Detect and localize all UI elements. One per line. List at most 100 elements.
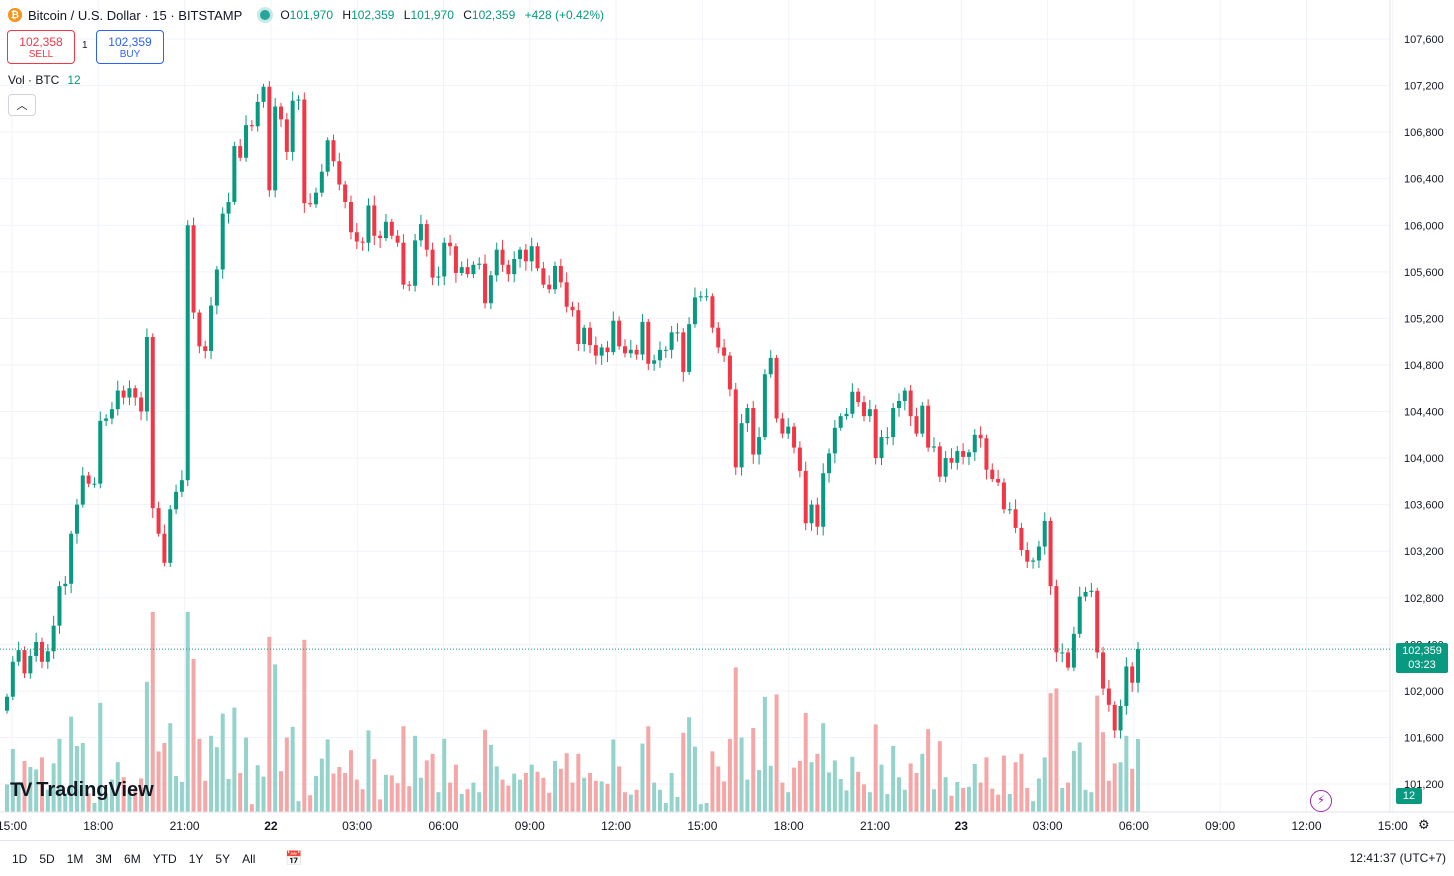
candle-body <box>191 225 196 313</box>
collapse-legend-button[interactable]: ︿ <box>8 94 36 116</box>
volume-bar <box>757 770 762 812</box>
symbol-legend[interactable]: ₿ Bitcoin / U.S. Dollar · 15 · BITSTAMP … <box>8 6 610 24</box>
candle-body <box>284 119 289 152</box>
volume-bar <box>413 735 418 812</box>
buy-button[interactable]: 102,359 BUY <box>96 30 164 64</box>
candle-body <box>459 267 464 273</box>
candle-body <box>547 284 552 290</box>
range-6m[interactable]: 6M <box>124 851 141 866</box>
candle-body <box>558 265 563 283</box>
candle-body <box>955 451 960 463</box>
candle-body <box>92 483 97 485</box>
range-1m[interactable]: 1M <box>66 851 84 866</box>
candle-body <box>407 284 412 286</box>
volume-bar <box>383 774 388 812</box>
volume-bar <box>862 784 867 812</box>
candle-body <box>792 426 797 448</box>
candle-body <box>1077 596 1082 634</box>
volume-bar <box>896 777 901 812</box>
candle-body <box>168 509 173 563</box>
volume-bar <box>284 737 289 812</box>
range-5y[interactable]: 5Y <box>215 851 231 866</box>
volume-bar <box>681 732 686 812</box>
candle-body <box>593 345 598 356</box>
y-tick-label: 104,000 <box>1404 453 1444 465</box>
volume-bar <box>1025 788 1030 812</box>
volume-bar <box>593 780 598 812</box>
candle-body <box>704 296 709 298</box>
y-tick-label: 104,800 <box>1404 360 1444 372</box>
volume-bar <box>378 799 383 812</box>
x-tick-label: 18:00 <box>774 819 804 833</box>
candle-body <box>640 321 645 355</box>
volume-bar <box>961 788 966 812</box>
candle-body <box>28 655 33 674</box>
range-3m[interactable]: 3M <box>95 851 113 866</box>
range-1y[interactable]: 1Y <box>188 851 204 866</box>
volume-bar <box>436 792 441 812</box>
candle-body <box>354 232 359 242</box>
range-1d[interactable]: 1D <box>12 851 28 866</box>
candle-body <box>786 426 791 434</box>
candle-body <box>896 401 901 409</box>
candle-body <box>681 332 686 372</box>
clock[interactable]: 12:41:37 (UTC+7) <box>1349 851 1446 865</box>
candle-body <box>564 282 569 307</box>
calendar-icon[interactable]: 📅 <box>285 850 303 866</box>
volume-bar <box>214 747 219 812</box>
volume-bar <box>891 746 896 812</box>
volume-bar <box>844 790 849 812</box>
candle-body <box>902 390 907 402</box>
volume-bar <box>1048 693 1053 812</box>
volume-bar <box>727 738 732 812</box>
volume-bar <box>926 729 931 812</box>
candle-body <box>1124 666 1129 707</box>
x-tick-label: 06:00 <box>1119 819 1149 833</box>
x-tick-label: 22 <box>264 819 278 833</box>
candle-body <box>109 409 114 419</box>
volume-bar <box>588 773 592 812</box>
range-all[interactable]: All <box>242 851 256 866</box>
tradingview-logo[interactable]: TV TradingView <box>10 779 154 802</box>
symbol-title[interactable]: Bitcoin / U.S. Dollar · 15 · BITSTAMP <box>28 7 243 23</box>
range-ytd[interactable]: YTD <box>152 851 177 866</box>
volume-bar <box>523 773 528 812</box>
close-value: 102,359 <box>471 8 516 22</box>
volume-bar <box>710 751 715 812</box>
volume-bar <box>337 767 342 812</box>
volume-bar <box>529 764 534 812</box>
volume-bar <box>226 779 231 812</box>
candle-body <box>209 305 214 351</box>
candle-body <box>1118 706 1123 731</box>
volume-bar <box>179 782 184 812</box>
candle-body <box>1036 546 1041 561</box>
volume-bar <box>850 756 855 812</box>
range-5d[interactable]: 5D <box>39 851 55 866</box>
volume-bar <box>407 786 412 812</box>
volume-bar <box>815 753 820 812</box>
volume-bar <box>162 743 167 812</box>
candle-body <box>1019 527 1024 551</box>
gear-icon[interactable]: ⚙ <box>1418 817 1430 832</box>
volume-bar <box>704 803 709 812</box>
volume-bar <box>1101 732 1106 812</box>
candle-body <box>879 437 884 459</box>
volume-bar <box>762 696 767 812</box>
candlestick-chart[interactable]: 107,600 107,200 106,800 106,400 106,000 105,6… <box>0 0 1454 840</box>
sell-button[interactable]: 102,358 SELL <box>7 30 75 64</box>
candle-body <box>156 508 161 534</box>
candle-body <box>348 201 353 233</box>
volume-bar <box>290 726 295 812</box>
candle-body <box>1031 560 1036 562</box>
volume-legend[interactable]: Vol · BTC 12 <box>8 73 81 87</box>
volume-bar <box>313 776 318 812</box>
candle-body <box>401 242 406 285</box>
y-tick-label: 105,200 <box>1404 313 1444 325</box>
candle-body <box>296 99 301 101</box>
volume-bar <box>687 717 692 812</box>
lightning-icon[interactable]: ⚡ <box>1310 790 1332 812</box>
candle-body <box>838 416 843 428</box>
ohlc-values: O101,970 H102,359 L101,970 C102,359 +428… <box>280 8 605 22</box>
candle-body <box>657 349 662 361</box>
volume-bar <box>144 681 149 812</box>
